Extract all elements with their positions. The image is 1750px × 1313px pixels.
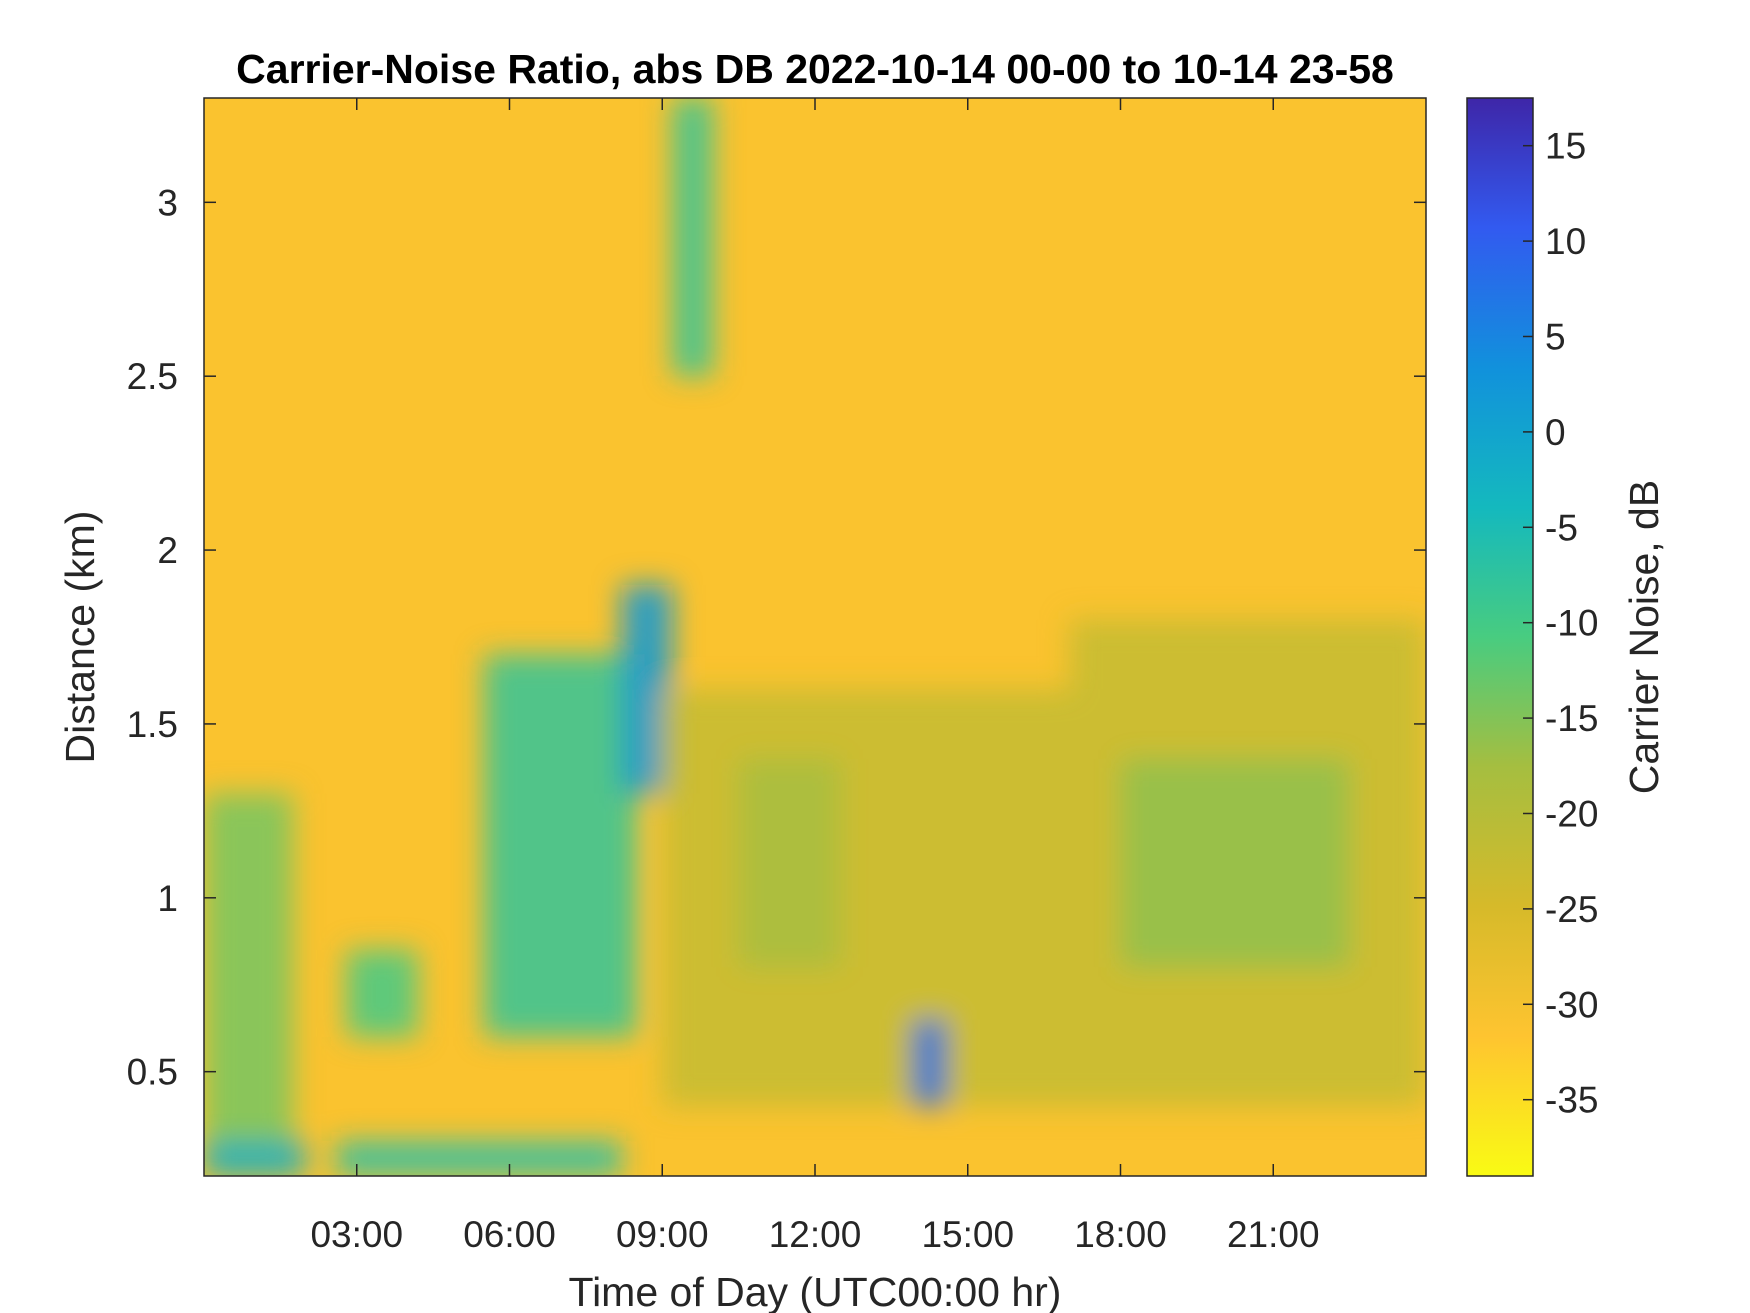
y-tick-label: 1 (157, 878, 178, 919)
y-tick-label: 2 (157, 530, 178, 571)
heatmap-region (204, 793, 294, 1176)
colorbar-tick-label: -30 (1545, 984, 1598, 1025)
heatmap-region (738, 758, 841, 968)
colorbar-tick-label: -15 (1545, 698, 1598, 739)
colorbar-tick-label: 5 (1545, 316, 1566, 357)
colorbar-tick-label: -10 (1545, 603, 1598, 644)
colorbar-tick-label: 15 (1545, 126, 1586, 167)
heatmap-region (911, 1019, 948, 1107)
heatmap-region (662, 689, 1070, 1107)
heatmap-region (346, 949, 418, 1037)
colorbar: 15 10 5 0 -5 -10 -15 -20 -25 -30 -35 Carrier Noise… (1466, 97, 1667, 1177)
heatmap-region (336, 1141, 622, 1176)
colorbar-tick-label: 0 (1545, 412, 1566, 453)
colorbar-ticks: 15 10 5 0 -5 -10 -15 -20 -25 -30 -35 (1523, 126, 1598, 1121)
y-tick-label: 3 (157, 182, 178, 223)
y-axis-label: Distance (km) (57, 511, 103, 764)
heatmap-region (1120, 758, 1350, 968)
colorbar-tick-label: -25 (1545, 889, 1598, 930)
heatmap-region (484, 654, 637, 1037)
y-tick-label: 2.5 (127, 356, 178, 397)
y-tick-label: 1.5 (127, 704, 178, 745)
heatmap-features (204, 98, 1426, 1176)
x-tick-label: 03:00 (310, 1214, 403, 1255)
x-axis-label: Time of Day (UTC00:00 hr) (569, 1269, 1062, 1313)
colorbar-gradient (1466, 97, 1534, 1177)
colorbar-label: Carrier Noise, dB (1621, 480, 1667, 794)
colorbar-tick-label: -20 (1545, 793, 1598, 834)
y-axis-ticks: 0.5 1 1.5 2 2.5 3 (127, 182, 1426, 1093)
x-tick-label: 15:00 (921, 1214, 1014, 1255)
chart-title: Carrier-Noise Ratio, abs DB 2022-10-14 0… (236, 46, 1394, 92)
colorbar-tick-label: -35 (1545, 1080, 1598, 1121)
colorbar-tick-label: 10 (1545, 221, 1586, 262)
x-tick-label: 06:00 (463, 1214, 556, 1255)
heatmap-region (672, 98, 714, 377)
x-tick-label: 12:00 (769, 1214, 862, 1255)
y-tick-label: 0.5 (127, 1052, 178, 1093)
heatmap-region (204, 1141, 306, 1176)
x-tick-label: 09:00 (616, 1214, 709, 1255)
x-axis-ticks: 03:00 06:00 09:00 12:00 15:00 18:00 21:00 (310, 98, 1320, 1255)
colorbar-tick-label: -5 (1545, 507, 1578, 548)
x-tick-label: 18:00 (1074, 1214, 1167, 1255)
x-tick-label: 21:00 (1227, 1214, 1320, 1255)
heatmap-area (204, 98, 1426, 1176)
